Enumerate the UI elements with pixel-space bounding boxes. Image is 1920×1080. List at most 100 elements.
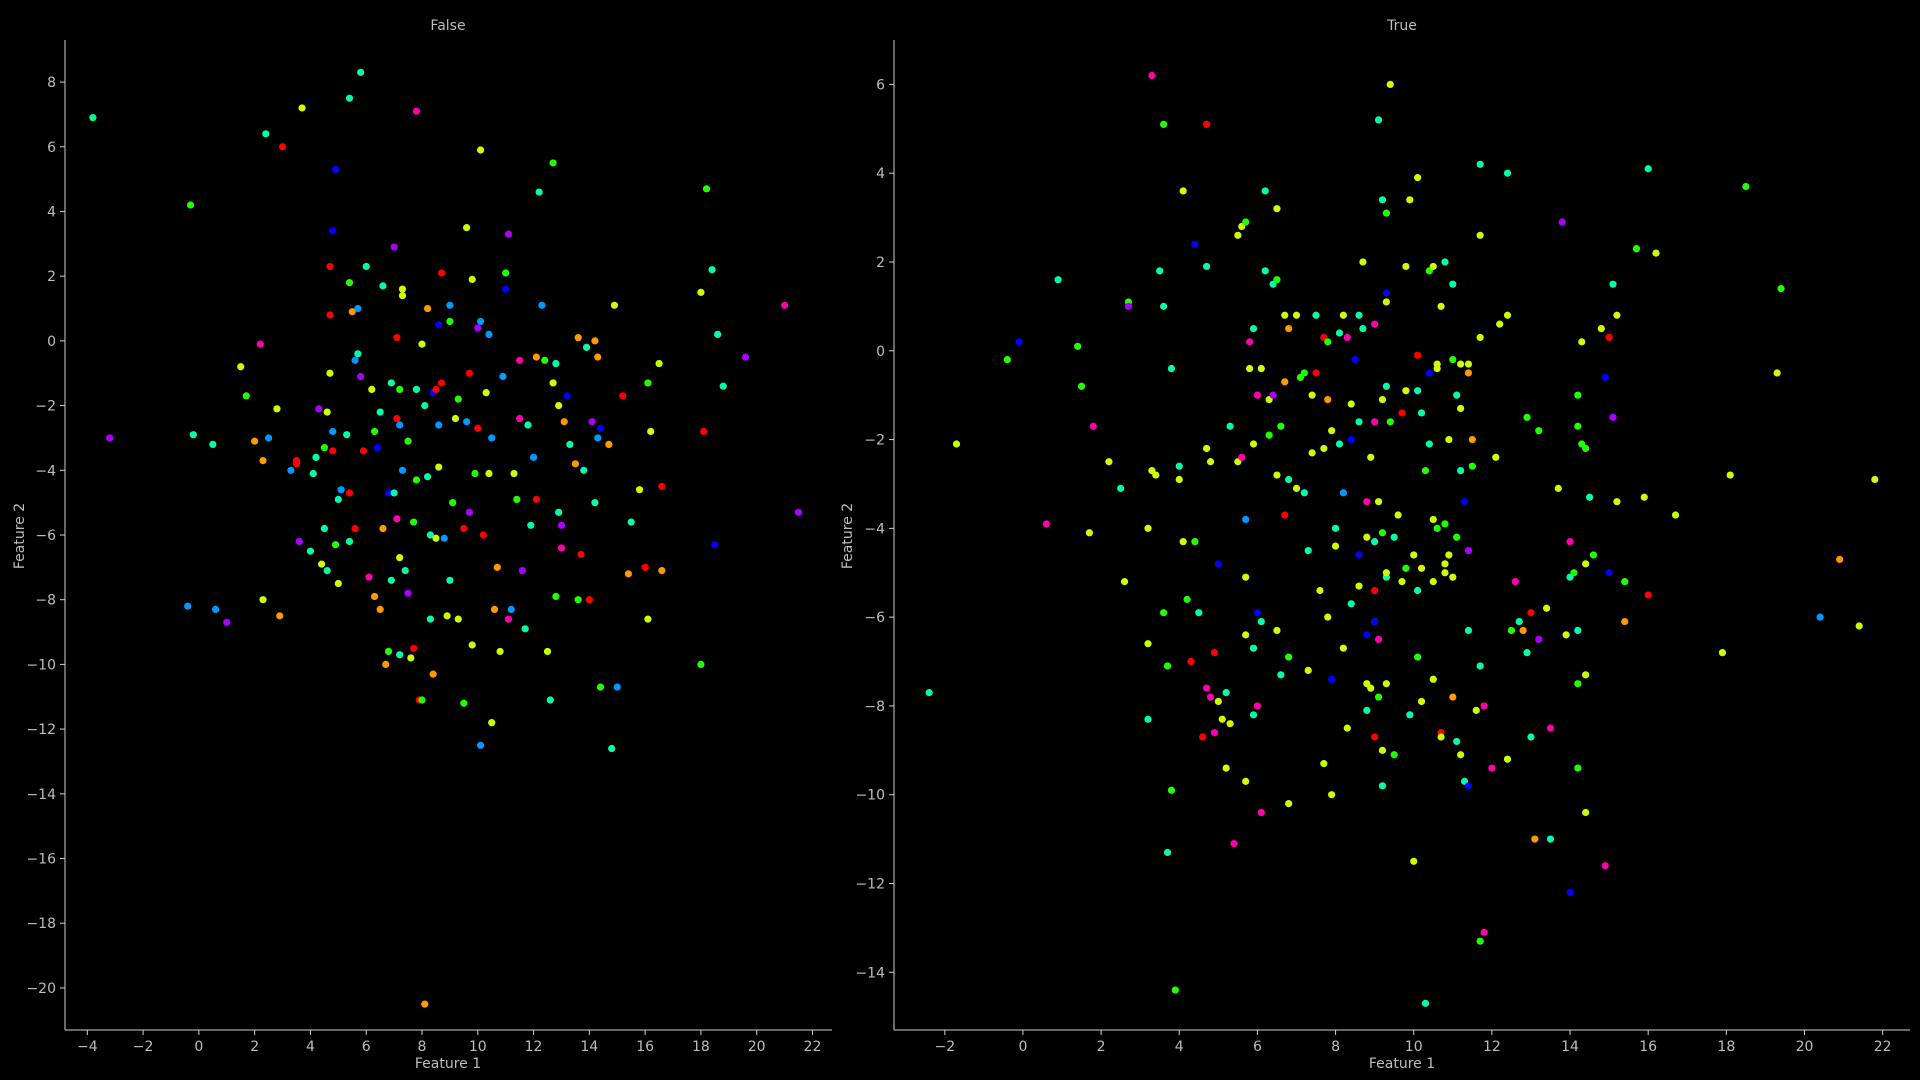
data-point (398, 466, 407, 474)
data-point (1449, 280, 1457, 288)
data-point (343, 431, 351, 439)
data-point (594, 353, 602, 361)
data-point (1496, 320, 1504, 328)
data-point (1609, 413, 1617, 421)
data-point (493, 563, 501, 571)
data-point (1429, 262, 1437, 271)
data-point (1402, 564, 1410, 572)
data-point (404, 589, 412, 597)
data-point (1363, 533, 1371, 541)
data-point (460, 524, 468, 533)
data-point (449, 499, 457, 507)
x-ticks: −4 −2 0 2 4 6 8 10 12 14 16 18 20 22 (77, 1030, 821, 1055)
data-point (357, 372, 365, 381)
data-point (317, 560, 326, 568)
data-point (1457, 751, 1465, 759)
x-tick-label: 20 (1796, 1039, 1814, 1055)
data-point (1398, 578, 1406, 586)
data-point (1246, 364, 1254, 373)
data-point (1773, 369, 1781, 377)
data-point (1562, 631, 1570, 639)
x-tick-label: 22 (1874, 1039, 1892, 1055)
panel-title: False (430, 18, 465, 34)
data-point (535, 188, 543, 196)
data-point (1503, 755, 1512, 763)
x-axis-label: Feature 1 (1369, 1056, 1435, 1072)
data-point (1503, 311, 1512, 319)
data-point (1464, 369, 1473, 377)
data-point (401, 566, 409, 575)
data-point (719, 382, 727, 390)
data-point (1378, 196, 1387, 204)
data-point (1570, 569, 1578, 577)
data-point (1378, 395, 1387, 404)
y-tick-label: 6 (876, 77, 885, 93)
data-point (1199, 733, 1207, 741)
x-tick-label: 2 (1097, 1039, 1106, 1055)
data-point (315, 405, 323, 413)
data-point (1249, 440, 1258, 448)
data-point (555, 401, 563, 410)
data-point (1242, 777, 1250, 785)
data-point (423, 473, 432, 481)
data-point (1476, 937, 1484, 945)
data-point (259, 596, 267, 604)
data-point (1468, 435, 1476, 444)
data-point (1156, 267, 1164, 275)
data-point (384, 647, 393, 656)
data-point (446, 317, 454, 326)
data-point (1355, 311, 1363, 319)
data-point (398, 285, 407, 293)
data-point (596, 683, 605, 691)
data-point (1320, 444, 1328, 453)
data-point (1390, 533, 1398, 541)
data-point (714, 330, 722, 339)
data-point (1085, 529, 1093, 537)
data-point (1355, 551, 1363, 559)
data-point (549, 159, 557, 167)
data-point (1331, 524, 1340, 532)
data-point (1476, 333, 1484, 342)
data-point (613, 683, 621, 691)
x-tick-label: 6 (1253, 1039, 1262, 1055)
data-point (1742, 182, 1750, 191)
data-point (1003, 356, 1011, 364)
data-point (1015, 338, 1023, 346)
data-point (454, 615, 462, 623)
data-point (1554, 484, 1562, 492)
data-point (644, 379, 652, 387)
data-point (1441, 258, 1449, 266)
data-point (1343, 333, 1351, 342)
data-point (1433, 360, 1441, 368)
data-point (460, 699, 468, 707)
panel-title: True (1386, 18, 1417, 34)
x-tick-label: 16 (636, 1039, 654, 1055)
data-point (1210, 728, 1219, 737)
data-point (1382, 680, 1390, 688)
data-point (546, 696, 554, 704)
data-point (1441, 560, 1449, 568)
data-point (393, 515, 401, 523)
data-point (1347, 400, 1355, 408)
data-point (465, 508, 474, 516)
data-point (1457, 360, 1465, 368)
data-point (610, 301, 619, 309)
data-point (437, 269, 446, 277)
y-tick-label: −20 (26, 981, 56, 997)
data-point (1367, 453, 1375, 461)
data-point (1261, 267, 1269, 275)
data-point (1613, 311, 1621, 319)
data-point (370, 592, 379, 601)
y-tick-label: 0 (47, 334, 56, 350)
data-point (329, 227, 337, 235)
data-point (1144, 640, 1152, 648)
data-point (488, 719, 496, 727)
data-point (1476, 231, 1484, 239)
y-tick-label: 6 (47, 140, 56, 156)
data-point (1304, 546, 1312, 555)
data-point (1277, 671, 1285, 679)
data-point (1179, 538, 1187, 546)
data-point (1371, 586, 1379, 595)
data-point (1246, 338, 1254, 346)
data-point (702, 185, 711, 193)
